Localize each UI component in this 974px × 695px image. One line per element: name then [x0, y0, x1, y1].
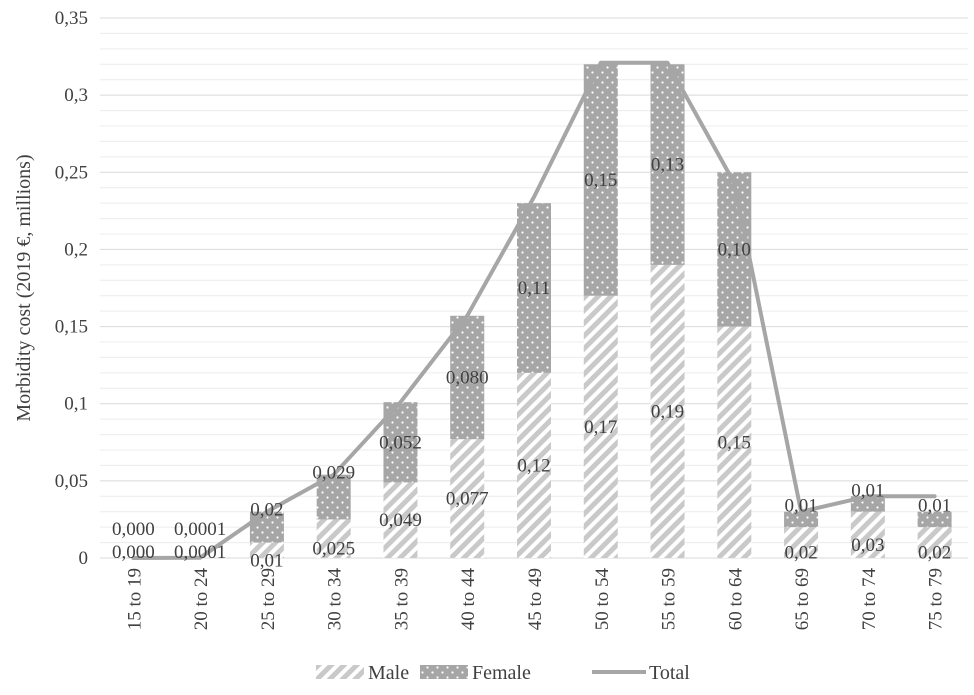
data-label-male: 0,19	[651, 401, 684, 422]
data-label-female: 0,029	[312, 463, 355, 484]
y-tick-label: 0,2	[64, 239, 88, 260]
data-label-female: 0,01	[918, 496, 951, 517]
y-tick-label: 0	[79, 548, 89, 569]
data-label-male: 0,17	[584, 417, 617, 438]
y-tick-label: 0,15	[55, 317, 88, 338]
x-tick-label: 60 to 64	[725, 568, 746, 631]
data-label-female: 0,15	[584, 170, 617, 191]
y-tick-label: 0,25	[55, 162, 88, 183]
legend: Male Female Total	[316, 662, 690, 684]
data-label-female: 0,01	[851, 480, 884, 501]
y-tick-label: 0,35	[55, 8, 88, 29]
x-tick-label: 55 to 59	[659, 568, 680, 630]
data-label-female: 0,13	[651, 155, 684, 176]
x-tick-label: 65 to 69	[792, 568, 813, 630]
data-label-female: 0,11	[518, 278, 551, 299]
x-tick-label: 40 to 44	[458, 568, 479, 631]
x-tick-label: 75 to 79	[926, 568, 947, 630]
x-tick-label: 45 to 49	[525, 568, 546, 630]
data-label-male: 0,03	[851, 535, 884, 556]
x-tick-label: 20 to 24	[191, 568, 212, 631]
data-label-male: 0,049	[379, 510, 422, 531]
data-label-male: 0,077	[446, 489, 489, 510]
legend-label-male: Male	[368, 662, 409, 684]
data-label-male: 0,025	[312, 539, 355, 560]
data-label-female: 0,080	[446, 367, 489, 388]
x-tick-label: 70 to 74	[859, 568, 880, 631]
data-label-male: 0,000	[112, 542, 155, 563]
y-tick-label: 0,05	[55, 471, 88, 492]
data-label-female: 0,052	[379, 432, 422, 453]
y-tick-label: 0,1	[64, 394, 88, 415]
data-label-male: 0,12	[517, 455, 550, 476]
y-axis-title: Morbidity cost (2019 €, millions)	[13, 154, 35, 421]
legend-label-total: Total	[649, 662, 690, 684]
y-axis-ticks: 0 0,05 0,1 0,15 0,2 0,25 0,3 0,35	[55, 8, 88, 569]
x-tick-label: 30 to 34	[325, 568, 346, 631]
data-label-male: 0,02	[784, 543, 817, 564]
legend-swatch-male	[316, 665, 364, 679]
data-label-female: 0,0001	[174, 519, 226, 540]
data-label-female: 0,01	[784, 496, 817, 517]
x-tick-label: 35 to 39	[391, 568, 412, 630]
data-label-female: 0,10	[718, 239, 751, 260]
x-tick-label: 50 to 54	[592, 568, 613, 631]
legend-swatch-female	[420, 665, 468, 679]
data-label-male: 0,0001	[174, 542, 226, 563]
data-label-male: 0,15	[718, 432, 751, 453]
data-label-female: 0,000	[112, 519, 155, 540]
data-label-male: 0,02	[918, 543, 951, 564]
legend-label-female: Female	[472, 662, 531, 684]
data-label-female: 0,02	[250, 500, 283, 521]
x-axis-ticks: 15 to 19 20 to 24 25 to 29 30 to 34 35 to 39…	[124, 568, 946, 631]
x-tick-label: 15 to 19	[124, 568, 145, 630]
x-tick-label: 25 to 29	[258, 568, 279, 630]
y-tick-label: 0,3	[64, 85, 88, 106]
